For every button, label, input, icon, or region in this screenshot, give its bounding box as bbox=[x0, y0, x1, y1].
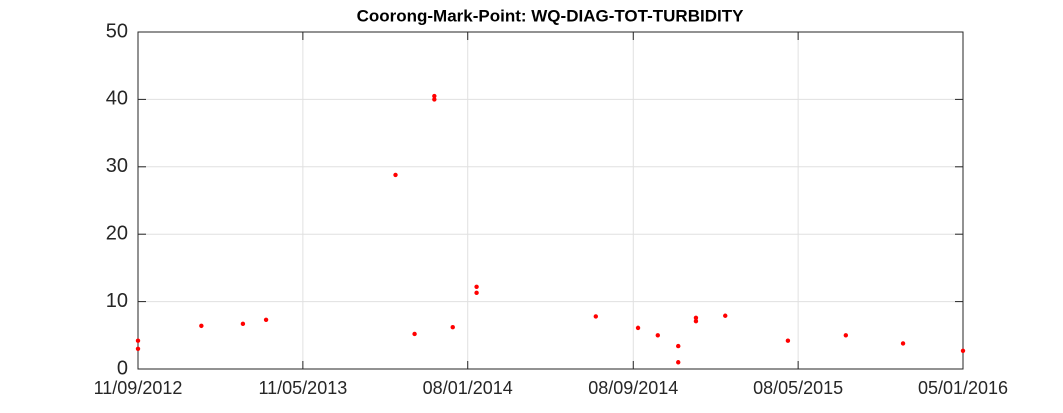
point bbox=[635, 325, 641, 331]
y-tick-label: 0 bbox=[117, 357, 128, 379]
point bbox=[960, 348, 966, 354]
x-tick-label: 11/05/2013 bbox=[258, 378, 347, 398]
y-tick-label: 30 bbox=[106, 155, 128, 177]
point bbox=[676, 343, 681, 349]
point bbox=[240, 321, 246, 327]
x-tick-label: 05/01/2016 bbox=[918, 378, 1008, 398]
point bbox=[474, 284, 479, 289]
point bbox=[693, 315, 699, 320]
x-tick-label: 08/01/2014 bbox=[423, 378, 513, 398]
y-tick-label: 50 bbox=[106, 20, 128, 42]
point bbox=[474, 290, 479, 296]
point bbox=[843, 333, 849, 338]
point bbox=[723, 313, 728, 318]
y-tick-label: 20 bbox=[106, 222, 128, 244]
y-tick-label: 10 bbox=[106, 290, 128, 312]
point bbox=[785, 338, 791, 343]
point bbox=[135, 338, 141, 343]
point bbox=[393, 172, 398, 178]
chart-title: Coorong-Mark-Point: WQ-DIAG-TOT-TURBIDIT… bbox=[357, 6, 745, 25]
point bbox=[676, 360, 681, 365]
point bbox=[450, 325, 455, 330]
point bbox=[199, 323, 204, 329]
point bbox=[263, 317, 269, 322]
point bbox=[412, 331, 417, 337]
x-tick-label: 08/05/2015 bbox=[753, 378, 843, 398]
point bbox=[593, 314, 599, 319]
point bbox=[693, 318, 699, 324]
point bbox=[900, 341, 906, 346]
x-tick-label: 11/09/2012 bbox=[94, 378, 183, 398]
point bbox=[432, 93, 437, 99]
x-tick-label: 08/09/2014 bbox=[588, 378, 678, 398]
plot-frame bbox=[137, 31, 964, 370]
point bbox=[135, 346, 141, 351]
y-tick-label: 40 bbox=[106, 88, 128, 110]
point bbox=[432, 97, 437, 102]
point bbox=[655, 333, 660, 338]
